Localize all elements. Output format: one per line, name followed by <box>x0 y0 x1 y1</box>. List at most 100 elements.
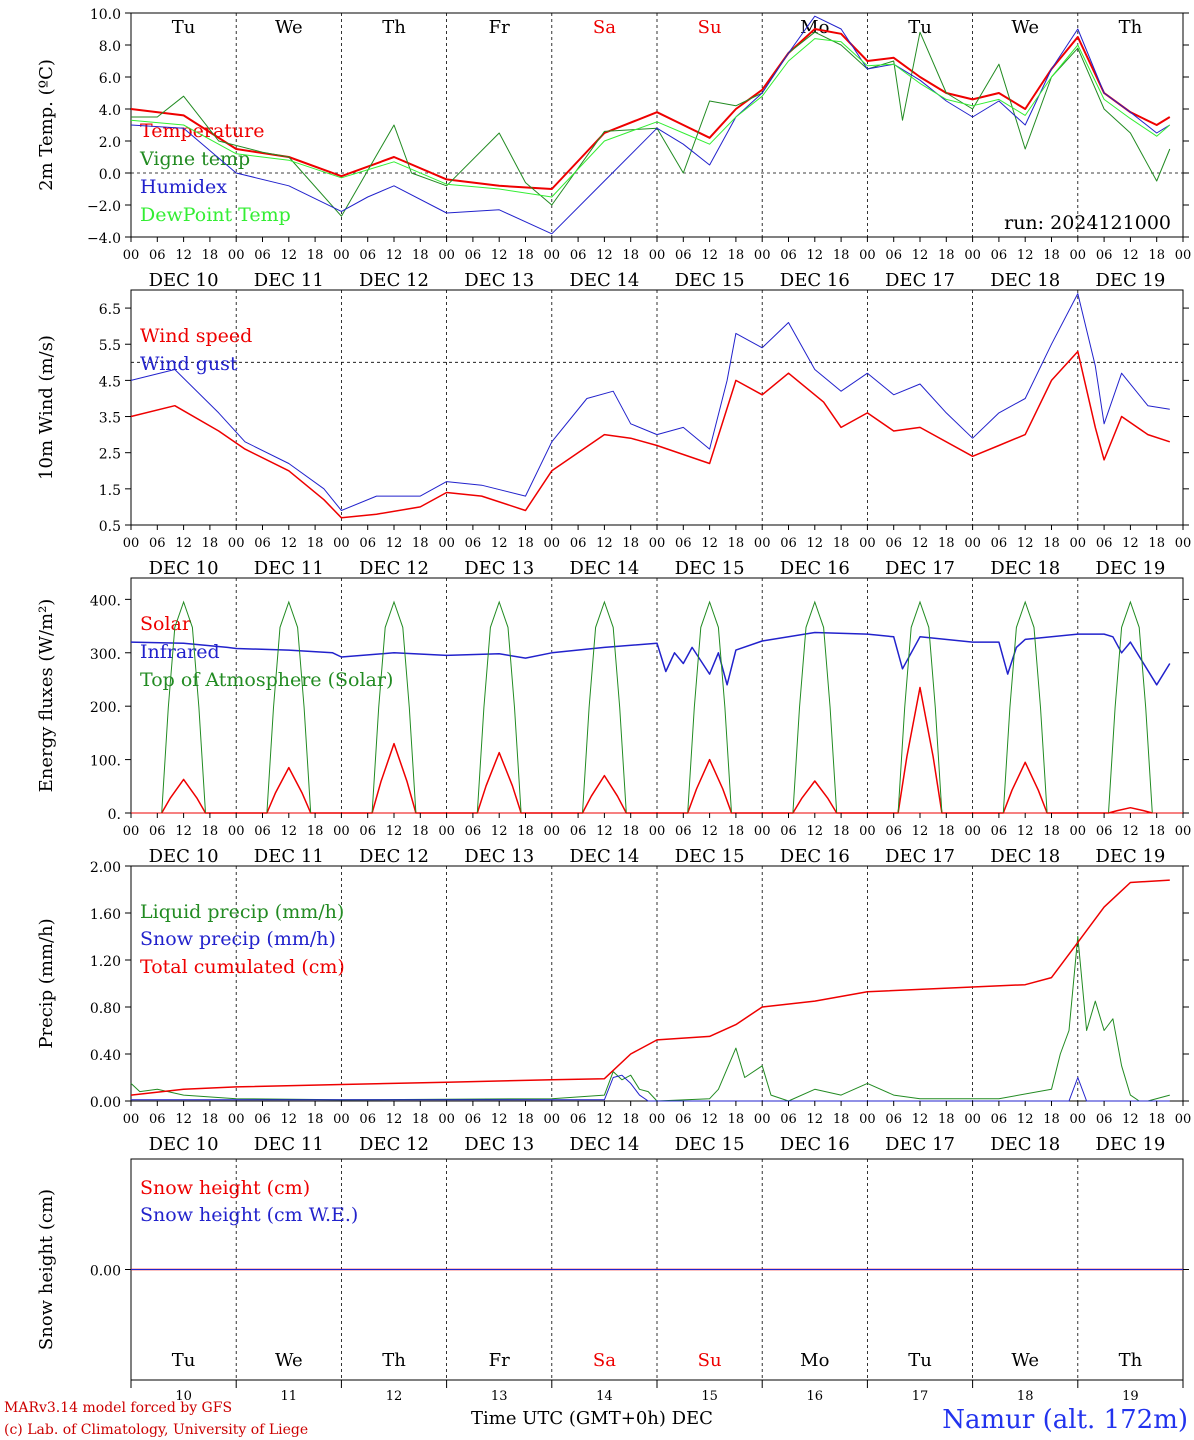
y-axis-label: 10m Wind (m/s) <box>36 335 57 480</box>
x-hour-label: 18 <box>622 248 639 263</box>
x-hour-label: 06 <box>1096 1112 1113 1127</box>
x-hour-label: 18 <box>938 824 955 839</box>
x-hour-label: 06 <box>780 536 797 551</box>
x-hour-label: 06 <box>359 1112 376 1127</box>
series-line-snow-precip-mm-h- <box>131 1074 1170 1102</box>
x-hour-label: 12 <box>701 536 718 551</box>
x-hour-label: 12 <box>1017 1112 1034 1127</box>
x-hour-label: 00 <box>438 1112 455 1127</box>
x-hour-label: 18 <box>202 536 219 551</box>
x-hour-label: 00 <box>649 1112 666 1127</box>
weekday-label: Fr <box>489 1350 510 1371</box>
panel-4: 0.00 0.40 0.80 1.20 1.60 2.00 Precip (mm/h) Liq… <box>36 860 1191 1155</box>
x-hour-label: 12 <box>701 248 718 263</box>
x-date-label: DEC 14 <box>569 1134 639 1155</box>
x-date-label: DEC 15 <box>675 558 745 579</box>
footer-copyright: (c) Lab. of Climatology, University of L… <box>4 1422 308 1438</box>
x-date-label: DEC 14 <box>569 270 639 291</box>
x-hour-label: 00 <box>544 248 561 263</box>
weekday-label: Th <box>1119 17 1143 38</box>
x-hour-label: 06 <box>570 536 587 551</box>
x-date-label: DEC 17 <box>885 846 955 867</box>
x-date-label: DEC 17 <box>885 558 955 579</box>
x-hour-label: 18 <box>307 536 324 551</box>
x-hour-label: 06 <box>465 248 482 263</box>
series-line-toa-solar <box>687 600 732 814</box>
series-line-total-cumulated-cm- <box>130 879 1170 1096</box>
x-hour-label: 06 <box>359 824 376 839</box>
x-hour-label: 06 <box>254 824 271 839</box>
x-hour-label: 06 <box>465 536 482 551</box>
x-date-label: DEC 13 <box>464 1134 534 1155</box>
x-hour-label: 18 <box>307 1112 324 1127</box>
x-hour-label: 00 <box>754 248 771 263</box>
series-line-toa-solar <box>476 600 522 814</box>
x-hour-label: 06 <box>780 1112 797 1127</box>
x-hour-label: 00 <box>333 1112 350 1127</box>
y-axis-label: Snow height (cm) <box>36 1189 57 1350</box>
x-hour-label: 00 <box>754 536 771 551</box>
x-hour-label: 18 <box>1043 824 1060 839</box>
x-hour-label: 00 <box>1070 824 1087 839</box>
series-line-liquid-precip-mm-h- <box>130 936 1170 1102</box>
x-hour-label: 00 <box>438 248 455 263</box>
x-hour-label: 06 <box>254 1112 271 1127</box>
x-date-label: DEC 19 <box>1095 270 1165 291</box>
weekday-label: Th <box>382 17 406 38</box>
x-hour-label: 18 <box>307 248 324 263</box>
x-hour-label: 06 <box>149 536 166 551</box>
x-hour-label: 18 <box>622 1112 639 1127</box>
x-hour-label: 06 <box>1096 248 1113 263</box>
x-hour-label: 00 <box>754 1112 771 1127</box>
panel-3: 0. 100. 200. 300. 400. Energy fluxes (W/m²) So… <box>36 577 1191 867</box>
x-hour-label: 12 <box>807 536 824 551</box>
run-annotation: run: 2024121000 <box>1004 212 1171 234</box>
series-line-wind-gust <box>130 293 1170 511</box>
x-hour-label: 18 <box>517 824 534 839</box>
y-tick-label: 400. <box>90 593 121 609</box>
x-hour-label: 18 <box>1043 536 1060 551</box>
x-date-label: DEC 10 <box>149 558 219 579</box>
x-hour-label: 00 <box>1070 248 1087 263</box>
x-hour-label: 06 <box>254 536 271 551</box>
day-number-label: 11 <box>281 1389 298 1404</box>
legend-entry: Liquid precip (mm/h) <box>140 901 344 923</box>
x-date-label: DEC 16 <box>780 846 850 867</box>
day-number-label: 16 <box>807 1389 824 1404</box>
x-date-label: DEC 13 <box>464 270 534 291</box>
y-axis-label: 2m Temp. (ºC) <box>36 59 57 191</box>
x-hour-label: 00 <box>754 824 771 839</box>
y-tick-label: 1.20 <box>90 954 121 970</box>
x-hour-label: 18 <box>412 536 429 551</box>
x-hour-label: 06 <box>991 1112 1008 1127</box>
x-hour-label: 00 <box>859 824 876 839</box>
x-hour-label: 00 <box>123 824 140 839</box>
x-hour-label: 18 <box>728 248 745 263</box>
weekday-label: We <box>1011 17 1039 38</box>
x-hour-label: 00 <box>964 536 981 551</box>
weekday-label: Tu <box>172 17 196 38</box>
x-date-label: DEC 10 <box>149 270 219 291</box>
x-hour-label: 12 <box>386 536 403 551</box>
x-hour-label: 00 <box>964 248 981 263</box>
x-hour-label: 00 <box>333 536 350 551</box>
x-date-label: DEC 11 <box>254 846 324 867</box>
y-tick-label: 6.0 <box>99 71 121 87</box>
x-hour-label: 12 <box>701 824 718 839</box>
x-hour-label: 18 <box>307 824 324 839</box>
day-number-label: 15 <box>701 1389 718 1404</box>
x-hour-label: 06 <box>675 536 692 551</box>
x-date-label: DEC 18 <box>990 270 1060 291</box>
weekday-label: Mo <box>800 17 829 38</box>
x-hour-label: 06 <box>885 536 902 551</box>
x-hour-label: 00 <box>228 536 245 551</box>
x-hour-label: 06 <box>570 824 587 839</box>
y-tick-label: 10.0 <box>90 7 121 23</box>
weekday-label: Su <box>698 17 722 38</box>
day-number-label: 18 <box>1017 1389 1034 1404</box>
x-hour-label: 00 <box>544 536 561 551</box>
series-line-toa-solar <box>266 600 312 814</box>
x-date-label: DEC 18 <box>990 846 1060 867</box>
x-hour-label: 12 <box>386 248 403 263</box>
panels: −4.0 −2.0 0.0 2.0 4.0 6.0 8.0 10.0 2m Temp. (ºC)… <box>36 7 1191 1404</box>
